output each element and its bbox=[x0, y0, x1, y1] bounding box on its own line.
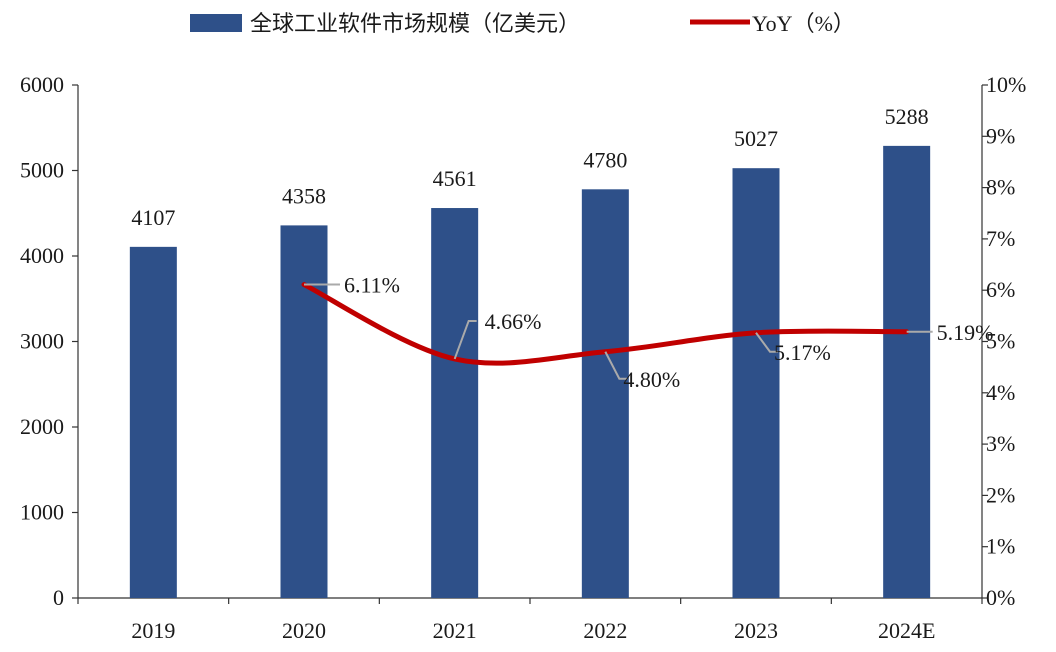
right-axis-tick-label: 3% bbox=[986, 431, 1015, 456]
bar bbox=[581, 189, 629, 598]
yoy-leader-line bbox=[453, 319, 477, 360]
left-axis-tick-label: 4000 bbox=[20, 243, 64, 268]
x-axis-tick-label: 2021 bbox=[433, 618, 477, 643]
yoy-value-label: 5.19% bbox=[937, 320, 994, 345]
x-axis-tick-label: 2022 bbox=[583, 618, 627, 643]
right-axis-tick-label: 10% bbox=[986, 72, 1026, 97]
right-axis-tick-label: 1% bbox=[986, 534, 1015, 559]
bar-value-label: 5027 bbox=[734, 126, 778, 151]
yoy-leader-line bbox=[604, 351, 628, 380]
right-axis-tick-label: 4% bbox=[986, 380, 1015, 405]
legend-line-label: YoY（%） bbox=[752, 11, 855, 36]
x-axis-tick-label: 2019 bbox=[131, 618, 175, 643]
bar bbox=[129, 246, 177, 598]
bar-value-label: 5288 bbox=[885, 104, 929, 129]
legend-bar-swatch bbox=[190, 14, 242, 32]
right-axis-tick-label: 2% bbox=[986, 482, 1015, 507]
yoy-value-label: 5.17% bbox=[774, 340, 831, 365]
right-axis-tick-label: 0% bbox=[986, 585, 1015, 610]
bar bbox=[431, 208, 479, 599]
right-axis-tick-label: 9% bbox=[986, 123, 1015, 148]
legend-bar-label: 全球工业软件市场规模（亿美元） bbox=[250, 11, 580, 36]
bar bbox=[883, 145, 931, 598]
x-axis-tick-label: 2023 bbox=[734, 618, 778, 643]
right-axis-tick-label: 6% bbox=[986, 277, 1015, 302]
yoy-value-label: 6.11% bbox=[344, 273, 400, 298]
bar-value-label: 4358 bbox=[282, 183, 326, 208]
bar bbox=[280, 225, 328, 599]
left-axis-tick-label: 1000 bbox=[20, 500, 64, 525]
yoy-leader-line bbox=[755, 332, 778, 353]
yoy-value-label: 4.80% bbox=[623, 367, 680, 392]
bar-value-label: 4107 bbox=[131, 205, 175, 230]
left-axis-tick-label: 5000 bbox=[20, 158, 64, 183]
left-axis-tick-label: 2000 bbox=[20, 414, 64, 439]
right-axis-tick-label: 8% bbox=[986, 175, 1015, 200]
x-axis-tick-label: 2020 bbox=[282, 618, 326, 643]
right-axis-tick-label: 7% bbox=[986, 226, 1015, 251]
right-axis-tick-label: 5% bbox=[986, 329, 1015, 354]
bar-value-label: 4561 bbox=[433, 166, 477, 191]
x-axis-tick-label: 2024E bbox=[878, 618, 935, 643]
bar bbox=[732, 168, 780, 598]
left-axis-tick-label: 0 bbox=[53, 585, 64, 610]
left-axis-tick-label: 3000 bbox=[20, 329, 64, 354]
yoy-value-label: 4.66% bbox=[485, 309, 542, 334]
yoy-line bbox=[301, 282, 910, 366]
bar-value-label: 4780 bbox=[583, 147, 627, 172]
left-axis-tick-label: 6000 bbox=[20, 72, 64, 97]
